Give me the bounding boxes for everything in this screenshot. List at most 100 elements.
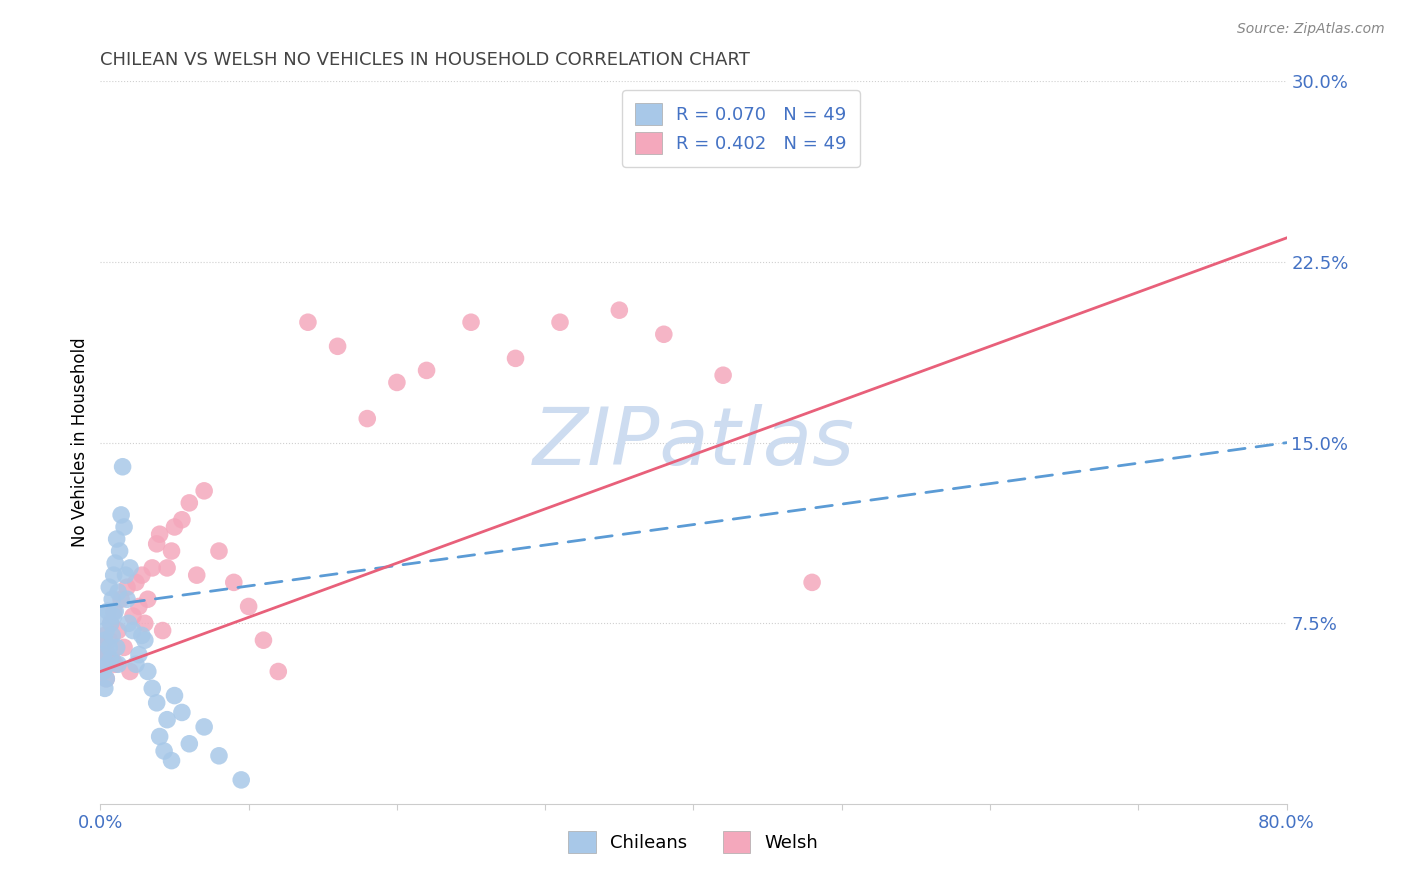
Point — [110, 592, 132, 607]
Point — [711, 368, 734, 383]
Point — [231, 772, 253, 787]
Point — [100, 616, 122, 631]
Point — [118, 561, 141, 575]
Point — [208, 748, 231, 763]
Point — [114, 568, 136, 582]
Point — [505, 351, 527, 366]
Point — [145, 537, 167, 551]
Point — [149, 730, 172, 744]
Point — [156, 713, 179, 727]
Point — [91, 665, 114, 679]
Point — [100, 652, 122, 666]
Point — [104, 604, 127, 618]
Point — [125, 657, 148, 672]
Point — [90, 609, 112, 624]
Point — [131, 568, 153, 582]
Point — [153, 744, 176, 758]
Point — [115, 592, 138, 607]
Point — [118, 665, 141, 679]
Point — [110, 508, 132, 522]
Point — [170, 513, 193, 527]
Point — [98, 580, 121, 594]
Point — [112, 520, 135, 534]
Point — [96, 672, 118, 686]
Point — [107, 624, 129, 638]
Point — [136, 665, 159, 679]
Point — [134, 616, 156, 631]
Legend: R = 0.070   N = 49, R = 0.402   N = 49: R = 0.070 N = 49, R = 0.402 N = 49 — [623, 90, 859, 167]
Point — [98, 633, 121, 648]
Point — [122, 624, 145, 638]
Text: Source: ZipAtlas.com: Source: ZipAtlas.com — [1237, 22, 1385, 37]
Point — [97, 657, 120, 672]
Point — [97, 648, 120, 662]
Point — [96, 624, 118, 638]
Point — [145, 696, 167, 710]
Point — [103, 609, 125, 624]
Point — [111, 459, 134, 474]
Point — [186, 568, 208, 582]
Point — [115, 580, 138, 594]
Point — [607, 303, 630, 318]
Point — [134, 633, 156, 648]
Point — [385, 376, 408, 390]
Point — [94, 628, 117, 642]
Point — [160, 754, 183, 768]
Point — [297, 315, 319, 329]
Point — [108, 544, 131, 558]
Y-axis label: No Vehicles in Household: No Vehicles in Household — [72, 338, 89, 548]
Point — [149, 527, 172, 541]
Point — [100, 616, 122, 631]
Point — [91, 648, 114, 662]
Point — [136, 592, 159, 607]
Point — [801, 575, 824, 590]
Point — [222, 575, 245, 590]
Point — [90, 640, 112, 655]
Point — [107, 657, 129, 672]
Point — [104, 657, 127, 672]
Point — [103, 568, 125, 582]
Point — [131, 628, 153, 642]
Text: ZIPatlas: ZIPatlas — [533, 404, 855, 482]
Point — [252, 633, 274, 648]
Point — [91, 657, 114, 672]
Point — [548, 315, 571, 329]
Point — [107, 585, 129, 599]
Point — [267, 665, 290, 679]
Point — [94, 633, 117, 648]
Point — [117, 616, 139, 631]
Point — [415, 363, 437, 377]
Point — [356, 411, 378, 425]
Point — [141, 681, 163, 696]
Point — [160, 544, 183, 558]
Point — [128, 599, 150, 614]
Point — [163, 520, 186, 534]
Point — [98, 640, 121, 655]
Point — [128, 648, 150, 662]
Point — [326, 339, 349, 353]
Point — [97, 604, 120, 618]
Point — [104, 556, 127, 570]
Point — [94, 681, 117, 696]
Point — [208, 544, 231, 558]
Point — [96, 672, 118, 686]
Point — [122, 609, 145, 624]
Text: CHILEAN VS WELSH NO VEHICLES IN HOUSEHOLD CORRELATION CHART: CHILEAN VS WELSH NO VEHICLES IN HOUSEHOL… — [100, 51, 751, 69]
Point — [193, 483, 215, 498]
Point — [179, 496, 201, 510]
Point — [112, 640, 135, 655]
Point — [179, 737, 201, 751]
Point — [652, 327, 675, 342]
Point — [125, 575, 148, 590]
Point — [193, 720, 215, 734]
Point — [103, 604, 125, 618]
Point — [105, 640, 128, 655]
Point — [156, 561, 179, 575]
Point — [170, 706, 193, 720]
Point — [163, 689, 186, 703]
Point — [238, 599, 260, 614]
Point — [460, 315, 482, 329]
Point — [152, 624, 174, 638]
Point — [105, 532, 128, 546]
Point — [101, 592, 124, 607]
